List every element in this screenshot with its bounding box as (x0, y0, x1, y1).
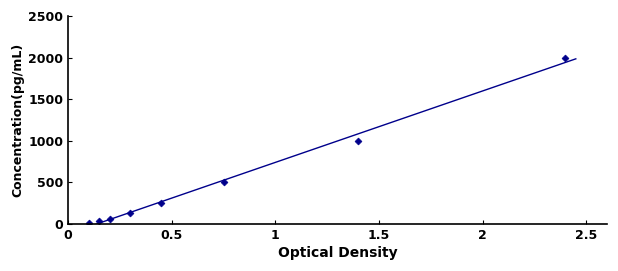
X-axis label: Optical Density: Optical Density (277, 246, 397, 260)
Y-axis label: Concentration(pg/mL): Concentration(pg/mL) (11, 43, 24, 197)
